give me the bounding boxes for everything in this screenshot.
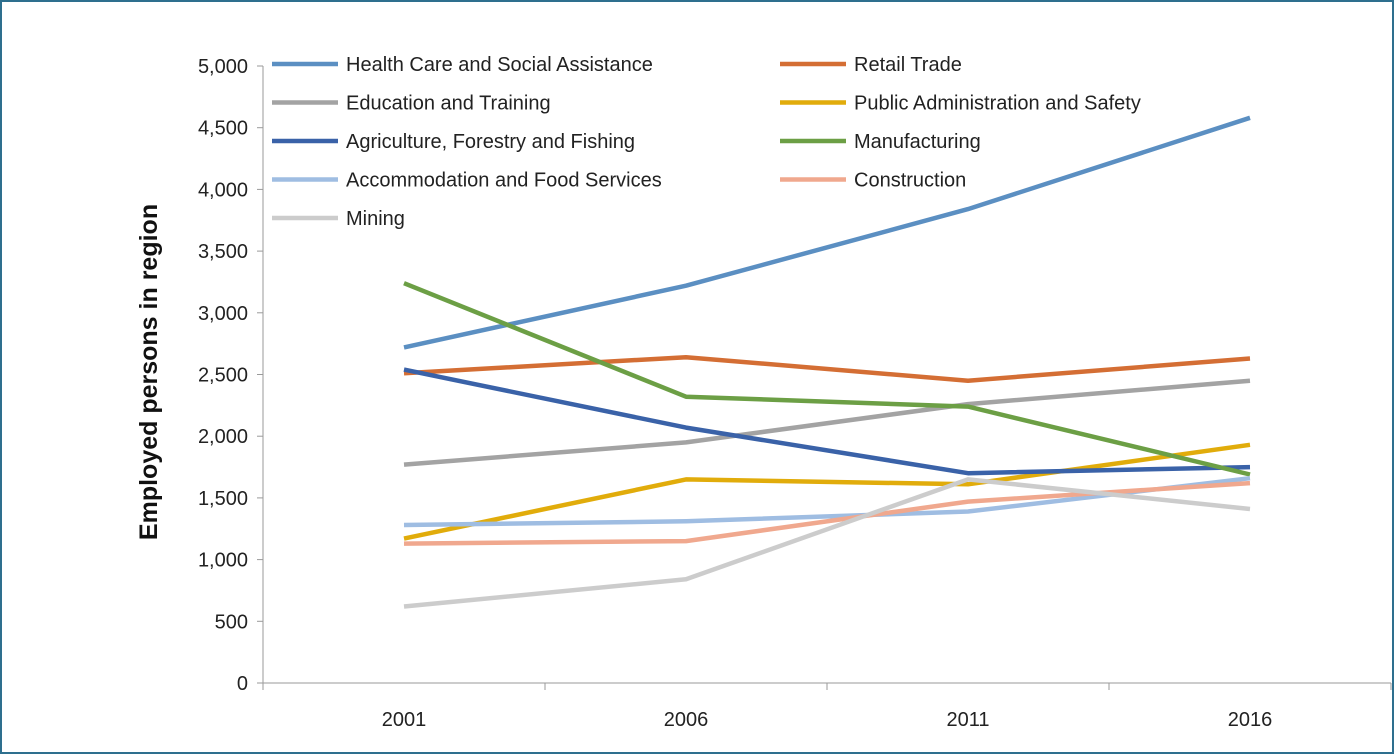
x-tick-label: 2006 [664, 709, 709, 731]
y-tick-label: 3,000 [198, 303, 248, 325]
legend: Health Care and Social Assistance Retail … [272, 54, 1141, 230]
legend-item: Accommodation and Food Services [272, 170, 662, 192]
legend-label: Mining [346, 208, 405, 230]
series-line [403, 378, 1251, 467]
series-line [403, 475, 1251, 528]
legend-label: Public Administration and Safety [854, 93, 1141, 115]
legend-label: Accommodation and Food Services [346, 170, 662, 192]
series-line [403, 354, 1251, 383]
y-axis-label: Employed persons in region [135, 204, 163, 540]
legend-item: Education and Training [272, 93, 551, 115]
series-line [403, 281, 1251, 477]
legend-item: Agriculture, Forestry and Fishing [272, 131, 635, 153]
y-tick-label: 1,500 [198, 488, 248, 510]
y-tick-label: 500 [215, 611, 248, 633]
legend-item: Retail Trade [780, 54, 962, 76]
x-tick-label: 2016 [1228, 709, 1273, 731]
series-line [403, 477, 1251, 609]
x-tick-label: 2011 [946, 709, 989, 731]
legend-item: Health Care and Social Assistance [272, 54, 653, 76]
y-tick-label: 2,000 [198, 426, 248, 448]
y-tick-label: 2,500 [198, 365, 248, 387]
y-tick-label: 5,000 [198, 56, 248, 78]
legend-label: Agriculture, Forestry and Fishing [346, 131, 635, 153]
y-tick-label: 3,500 [198, 241, 248, 263]
x-tick-label: 2001 [382, 709, 427, 731]
y-tick-label: 4,500 [198, 118, 248, 140]
legend-item: Mining [272, 208, 405, 230]
axes: 0 500 1,000 1,500 2,000 2,500 3,000 3,500 4,000 4… [198, 56, 1392, 731]
legend-label: Health Care and Social Assistance [346, 54, 653, 76]
series-line [403, 442, 1251, 541]
legend-label: Construction [854, 170, 966, 192]
series-layer [403, 115, 1251, 609]
legend-label: Retail Trade [854, 54, 962, 76]
legend-item: Manufacturing [780, 131, 981, 153]
legend-label: Manufacturing [854, 131, 981, 153]
y-tick-label: 1,000 [198, 550, 248, 572]
legend-label: Education and Training [346, 93, 551, 115]
y-tick-label: 0 [237, 673, 248, 695]
y-tick-label: 4,000 [198, 179, 248, 201]
series-line [403, 115, 1251, 350]
legend-item: Public Administration and Safety [780, 93, 1141, 115]
series-line [403, 367, 1251, 476]
legend-item: Construction [780, 170, 966, 192]
